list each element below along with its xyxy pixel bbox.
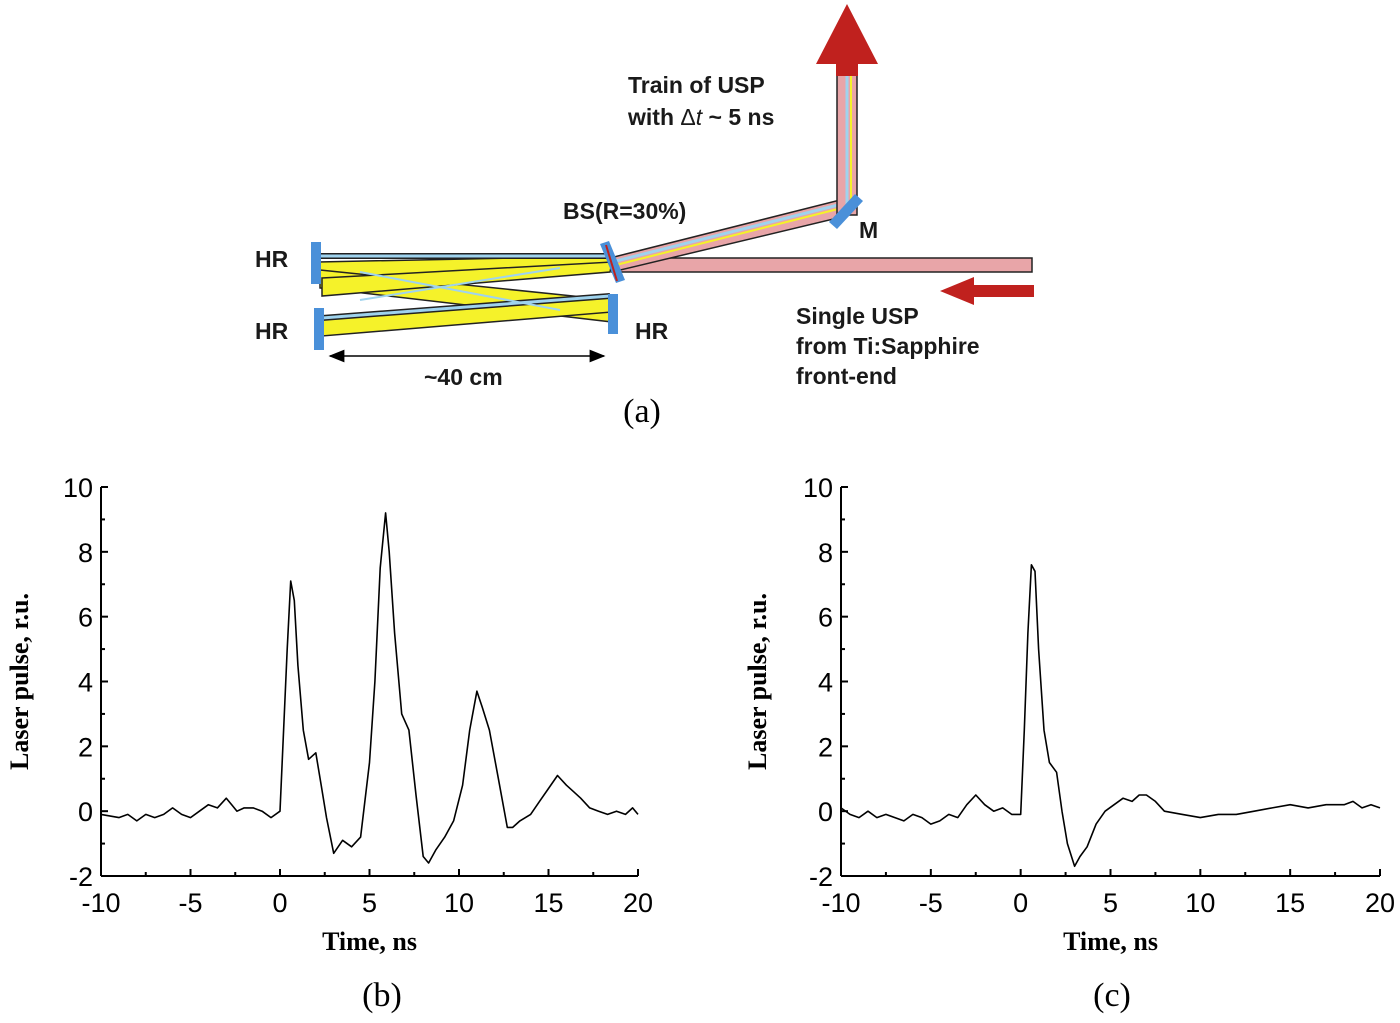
train-label-line2: with Δt ~ 5 ns	[627, 104, 774, 130]
output-arrow-shaft	[836, 60, 858, 76]
x-tick-label-b: -10	[81, 888, 120, 918]
x-tick-label-b: 0	[272, 888, 287, 918]
y-tick-label-b: 2	[78, 732, 93, 762]
x-tick-label-b: 20	[623, 888, 653, 918]
hr-mirror-top-left	[311, 242, 321, 284]
x-tick-label-b: 10	[444, 888, 474, 918]
x-tick-label-c: -10	[821, 888, 860, 918]
caption-a: (a)	[623, 393, 661, 430]
single-usp-label-line3: front-end	[796, 363, 897, 389]
series-line-c	[840, 563, 1381, 868]
x-tick-label-c: 0	[1013, 888, 1028, 918]
chart-panel-c: -2 0 2 4 6 8 10 -10 -5 0 5 10 15 20 Time, ns Laser puls…	[743, 473, 1395, 1014]
y-tick-label-b: 6	[78, 603, 93, 633]
caption-b: (b)	[362, 977, 402, 1014]
y-tick-label-c: 6	[818, 603, 833, 633]
hr-label-top-left: HR	[255, 246, 289, 272]
input-arrow	[940, 277, 1034, 305]
hr-mirror-bottom-left	[314, 308, 324, 350]
y-tick-label-b: 4	[78, 668, 93, 698]
hr-mirror-right	[608, 294, 618, 334]
caption-c: (c)	[1093, 977, 1131, 1014]
schematic-panel: Train of USP with Δt ~ 5 ns BS(R=30%) M …	[255, 4, 1034, 430]
x-tick-label-b: 5	[362, 888, 377, 918]
output-arrow	[816, 4, 878, 64]
x-tick-label-c: 5	[1103, 888, 1118, 918]
y-tick-label-b: 10	[63, 473, 93, 503]
y-tick-label-c: -2	[809, 862, 833, 892]
y-tick-label-c: 10	[803, 473, 833, 503]
hr-label-right: HR	[635, 318, 669, 344]
y-tick-label-b: 8	[78, 538, 93, 568]
chart-panel-b: -2 0 2 4 6 8 10 -10 -5 0 5 10 15 20 Time, ns Laser puls…	[5, 473, 653, 1014]
x-axis-title-b: Time, ns	[322, 927, 417, 956]
x-axis-title-c: Time, ns	[1063, 927, 1158, 956]
y-tick-label-c: 8	[818, 538, 833, 568]
beam-splitter	[600, 241, 625, 283]
mirror-m	[829, 194, 863, 229]
delay-line-beams	[317, 253, 613, 337]
m-label: M	[859, 217, 878, 243]
single-usp-label-line1: Single USP	[796, 303, 919, 329]
single-usp-label-line2: from Ti:Sapphire	[796, 333, 980, 359]
y-axis-title-c: Laser pulse, r.u.	[743, 593, 772, 770]
incoming-beam	[611, 257, 1033, 273]
y-tick-label-b: 0	[78, 797, 93, 827]
x-tick-label-c: 15	[1275, 888, 1305, 918]
distance-label: ~40 cm	[424, 364, 503, 390]
y-tick-label-c: 2	[818, 732, 833, 762]
x-tick-label-b: -5	[178, 888, 202, 918]
y-tick-label-c: 0	[818, 797, 833, 827]
bs-label: BS(R=30%)	[563, 198, 686, 224]
y-axis-title-b: Laser pulse, r.u.	[5, 593, 34, 770]
x-tick-label-c: -5	[919, 888, 943, 918]
train-label-line1: Train of USP	[628, 72, 765, 98]
y-tick-label-b: -2	[69, 862, 93, 892]
series-line-b	[100, 512, 639, 864]
y-tick-label-c: 4	[818, 668, 833, 698]
output-beam	[609, 69, 858, 273]
x-tick-label-b: 15	[533, 888, 563, 918]
x-tick-label-c: 10	[1185, 888, 1215, 918]
hr-label-bottom-left: HR	[255, 318, 289, 344]
x-tick-label-c: 20	[1365, 888, 1395, 918]
